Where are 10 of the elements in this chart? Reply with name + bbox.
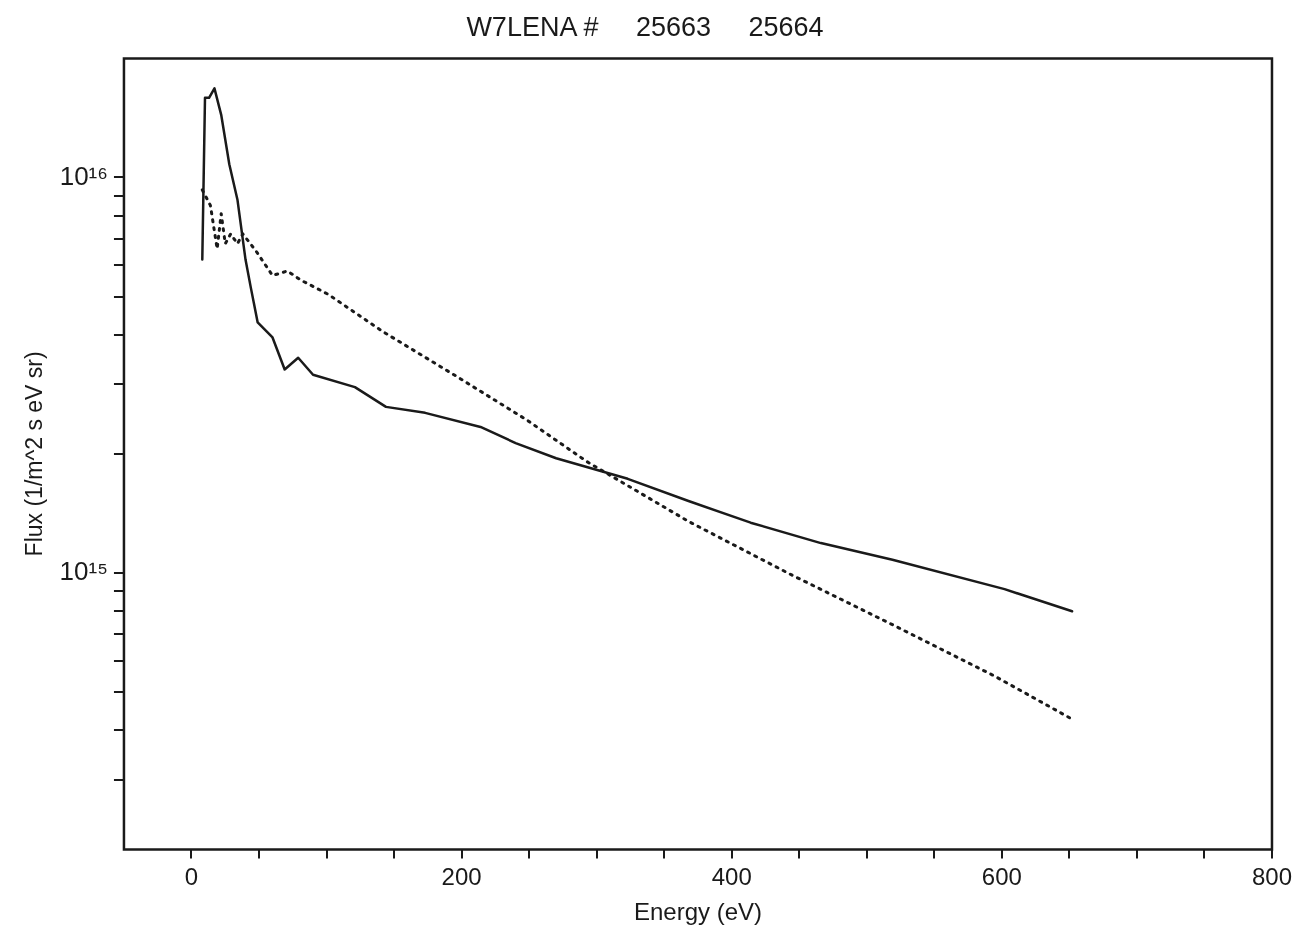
x-tick-label: 200 (441, 863, 482, 891)
y-tick-label: 10¹⁶ (59, 160, 108, 191)
y-axis-title: Flux (1/m^2 s eV sr) (21, 351, 48, 557)
y-tick-label: 10¹⁵ (59, 556, 108, 587)
x-axis-title: Energy (eV) (633, 898, 762, 926)
x-tick-label: 0 (184, 863, 199, 891)
chart-title: W7LENA # 25663 25664 (466, 11, 824, 42)
x-tick-label: 800 (1251, 863, 1292, 891)
x-tick-label: 600 (981, 863, 1022, 891)
x-tick-label: 400 (711, 863, 752, 891)
